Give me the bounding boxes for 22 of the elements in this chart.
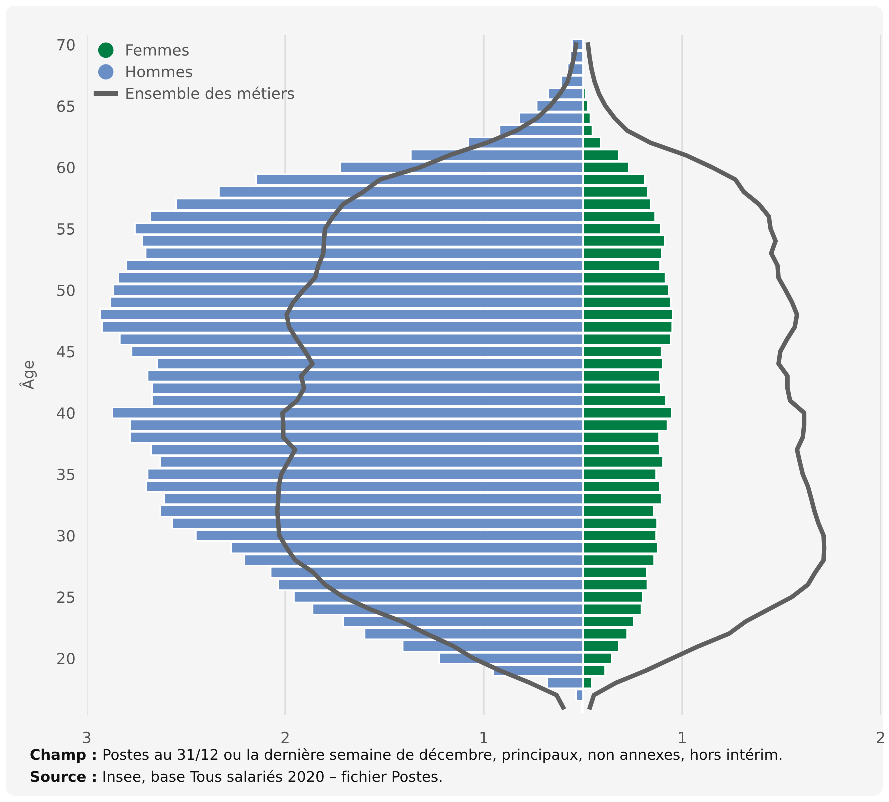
text: Champ : Postes au 31/12 ou la dernière semaine de décembre, principaux, non annexes, hors intérim. (30, 748, 782, 764)
x-tick-label: 1 (679, 732, 686, 744)
y-axis-title: Âge (20, 361, 38, 390)
y-tick-label: 30 (58, 530, 75, 542)
y-tick-label: 35 (58, 468, 75, 480)
x-tick-label: 2 (282, 732, 289, 744)
legend-label: Ensemble des métiers (126, 86, 294, 100)
legend-label: Femmes (126, 44, 189, 56)
y-tick-label: 40 (57, 408, 75, 420)
y-tick-label: 55 (58, 224, 75, 235)
y-tick-label: 65 (58, 100, 75, 112)
y-tick-label: 70 (58, 39, 75, 51)
source-note: Source : Insee, base Tous salariés 2020 – fichier Postes. (31, 770, 442, 784)
y-tick-label: 25 (58, 592, 75, 604)
x-tick-label: 3 (83, 732, 91, 744)
x-tick-label: 2 (877, 732, 884, 744)
y-tick-label: 50 (58, 284, 75, 296)
legend-label: Hommes (126, 66, 192, 78)
y-tick-label: 60 (58, 162, 75, 174)
x-tick-label: 1 (480, 732, 488, 744)
y-tick-label: 20 (58, 653, 75, 665)
y-tick-label: 45 (57, 346, 75, 358)
